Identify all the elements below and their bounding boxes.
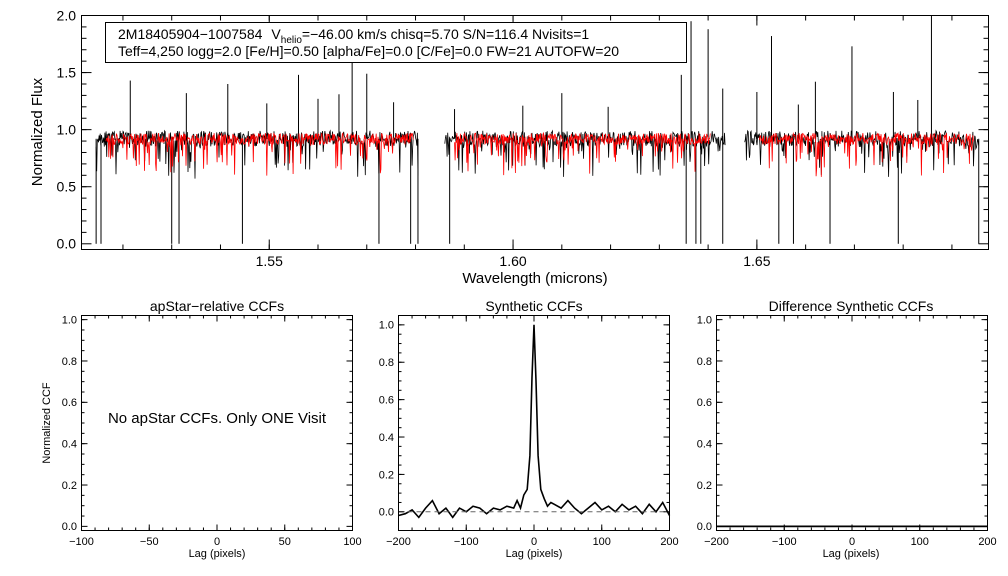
y-tick-label: 0.0 bbox=[62, 521, 77, 533]
y-tick-label: 0.8 bbox=[697, 356, 712, 368]
x-tick-label: 50 bbox=[279, 536, 291, 548]
y-tick-label: 0.0 bbox=[57, 236, 77, 252]
y-tick-label: 1.5 bbox=[57, 64, 77, 80]
y-tick-label: 0.4 bbox=[697, 439, 712, 451]
y-tick-label: 0.4 bbox=[379, 432, 394, 444]
synthetic-ccf-panel: Synthetic CCFs −200 −100 0 100 200 0.0 0.2 0.4 0… bbox=[379, 298, 679, 560]
spectrum-ticks: 1.55 1.60 1.65 0.0 0.5 1.0 1.5 2.0 bbox=[57, 7, 989, 269]
x-tick-label: 100 bbox=[593, 536, 611, 548]
spectrum-traces bbox=[95, 15, 980, 244]
y-tick-label: 2.0 bbox=[57, 7, 77, 23]
x-tick-label: 1.55 bbox=[256, 253, 283, 269]
y-tick-label: 0.2 bbox=[62, 480, 77, 492]
x-tick-label: −100 bbox=[69, 536, 94, 548]
x-tick-label: 100 bbox=[343, 536, 361, 548]
y-tick-label: 0.8 bbox=[62, 356, 77, 368]
difference-ccf-ticks: −200 −100 0 100 200 0.0 0.2 0.4 0.6 0.8 1.0 bbox=[697, 314, 997, 548]
spectrum-annotation-box bbox=[105, 22, 687, 63]
difference-ccf-title: Difference Synthetic CCFs bbox=[769, 298, 934, 314]
spectrum-plot-frame bbox=[81, 15, 989, 250]
difference-ccf-xlabel: Lag (pixels) bbox=[823, 548, 880, 560]
difference-ccf-plot-frame bbox=[716, 315, 988, 531]
synthetic-ccf-xlabel: Lag (pixels) bbox=[506, 548, 563, 560]
x-tick-label: 200 bbox=[660, 536, 678, 548]
x-tick-label: −200 bbox=[386, 536, 411, 548]
y-tick-label: 0.0 bbox=[697, 521, 712, 533]
synthetic-ccf-title: Synthetic CCFs bbox=[485, 298, 582, 314]
y-tick-label: 0.5 bbox=[57, 179, 77, 195]
x-tick-label: 1.60 bbox=[499, 253, 526, 269]
synthetic-ccf-curve bbox=[398, 324, 671, 519]
x-tick-label: 100 bbox=[911, 536, 929, 548]
x-tick-label: 0 bbox=[531, 536, 537, 548]
x-tick-label: −200 bbox=[704, 536, 729, 548]
y-tick-label: 0.6 bbox=[379, 394, 394, 406]
y-tick-label: 0.2 bbox=[379, 469, 394, 481]
annotation-v-symbol: V bbox=[271, 26, 281, 42]
y-tick-label: 0.2 bbox=[697, 480, 712, 492]
apstar-ccf-message: No apStar CCFs. Only ONE Visit bbox=[108, 410, 327, 427]
annotation-v-subscript: helio bbox=[281, 35, 303, 46]
x-tick-label: 0 bbox=[849, 536, 855, 548]
synthetic-ccf-traces bbox=[398, 324, 671, 519]
annotation-line1-values: =−46.00 km/s chisq=5.70 S/N=116.4 Nvisit… bbox=[302, 26, 590, 42]
spectrum-xlabel: Wavelength (microns) bbox=[462, 270, 607, 287]
annotation-star-id: 2M18405904−1007584 bbox=[118, 26, 263, 42]
y-tick-label: 1.0 bbox=[379, 320, 394, 332]
spectrum-annotation-line2: Teff=4,250 logg=2.0 [Fe/H]=0.50 [alpha/F… bbox=[118, 43, 619, 59]
apstar-ccf-panel: apStar−relative CCFs −100 −50 0 50 100 0.0 0.2… bbox=[41, 298, 362, 560]
x-tick-label: 0 bbox=[214, 536, 220, 548]
apstar-ccf-xlabel: Lag (pixels) bbox=[189, 548, 246, 560]
y-tick-label: 0.0 bbox=[379, 507, 394, 519]
x-tick-label: −100 bbox=[454, 536, 479, 548]
spectrum-ylabel: Normalized Flux bbox=[29, 77, 46, 186]
spectrum-synthetic-line bbox=[105, 131, 974, 177]
x-tick-label: 200 bbox=[978, 536, 996, 548]
x-tick-label: −100 bbox=[772, 536, 797, 548]
x-tick-label: −50 bbox=[140, 536, 159, 548]
difference-ccf-panel: Difference Synthetic CCFs −200 −100 0 100 20… bbox=[697, 298, 997, 560]
synthetic-ccf-plot-frame bbox=[398, 315, 670, 531]
y-tick-label: 1.0 bbox=[57, 122, 77, 138]
y-tick-label: 0.6 bbox=[697, 397, 712, 409]
apstar-ccf-ylabel: Normalized CCF bbox=[41, 382, 53, 464]
y-tick-label: 0.8 bbox=[379, 357, 394, 369]
x-tick-label: 1.65 bbox=[743, 253, 770, 269]
y-tick-label: 1.0 bbox=[697, 314, 712, 326]
y-tick-label: 0.4 bbox=[62, 439, 77, 451]
spectrum-panel: 1.55 1.60 1.65 0.0 0.5 1.0 1.5 2.0 Wavelength (… bbox=[29, 7, 989, 287]
apstar-ccf-ticks: −100 −50 0 50 100 0.0 0.2 0.4 0.6 0.8 1.0 bbox=[62, 314, 362, 548]
apstar-ccf-title: apStar−relative CCFs bbox=[150, 298, 284, 314]
spectrum-annotation-line1: 2M18405904−1007584 Vhelio=−46.00 km/s chi… bbox=[118, 26, 589, 46]
synthetic-ccf-ticks: −200 −100 0 100 200 0.0 0.2 0.4 0.6 0.8 1.0 bbox=[379, 315, 679, 548]
y-tick-label: 0.6 bbox=[62, 397, 77, 409]
y-tick-label: 1.0 bbox=[62, 314, 77, 326]
